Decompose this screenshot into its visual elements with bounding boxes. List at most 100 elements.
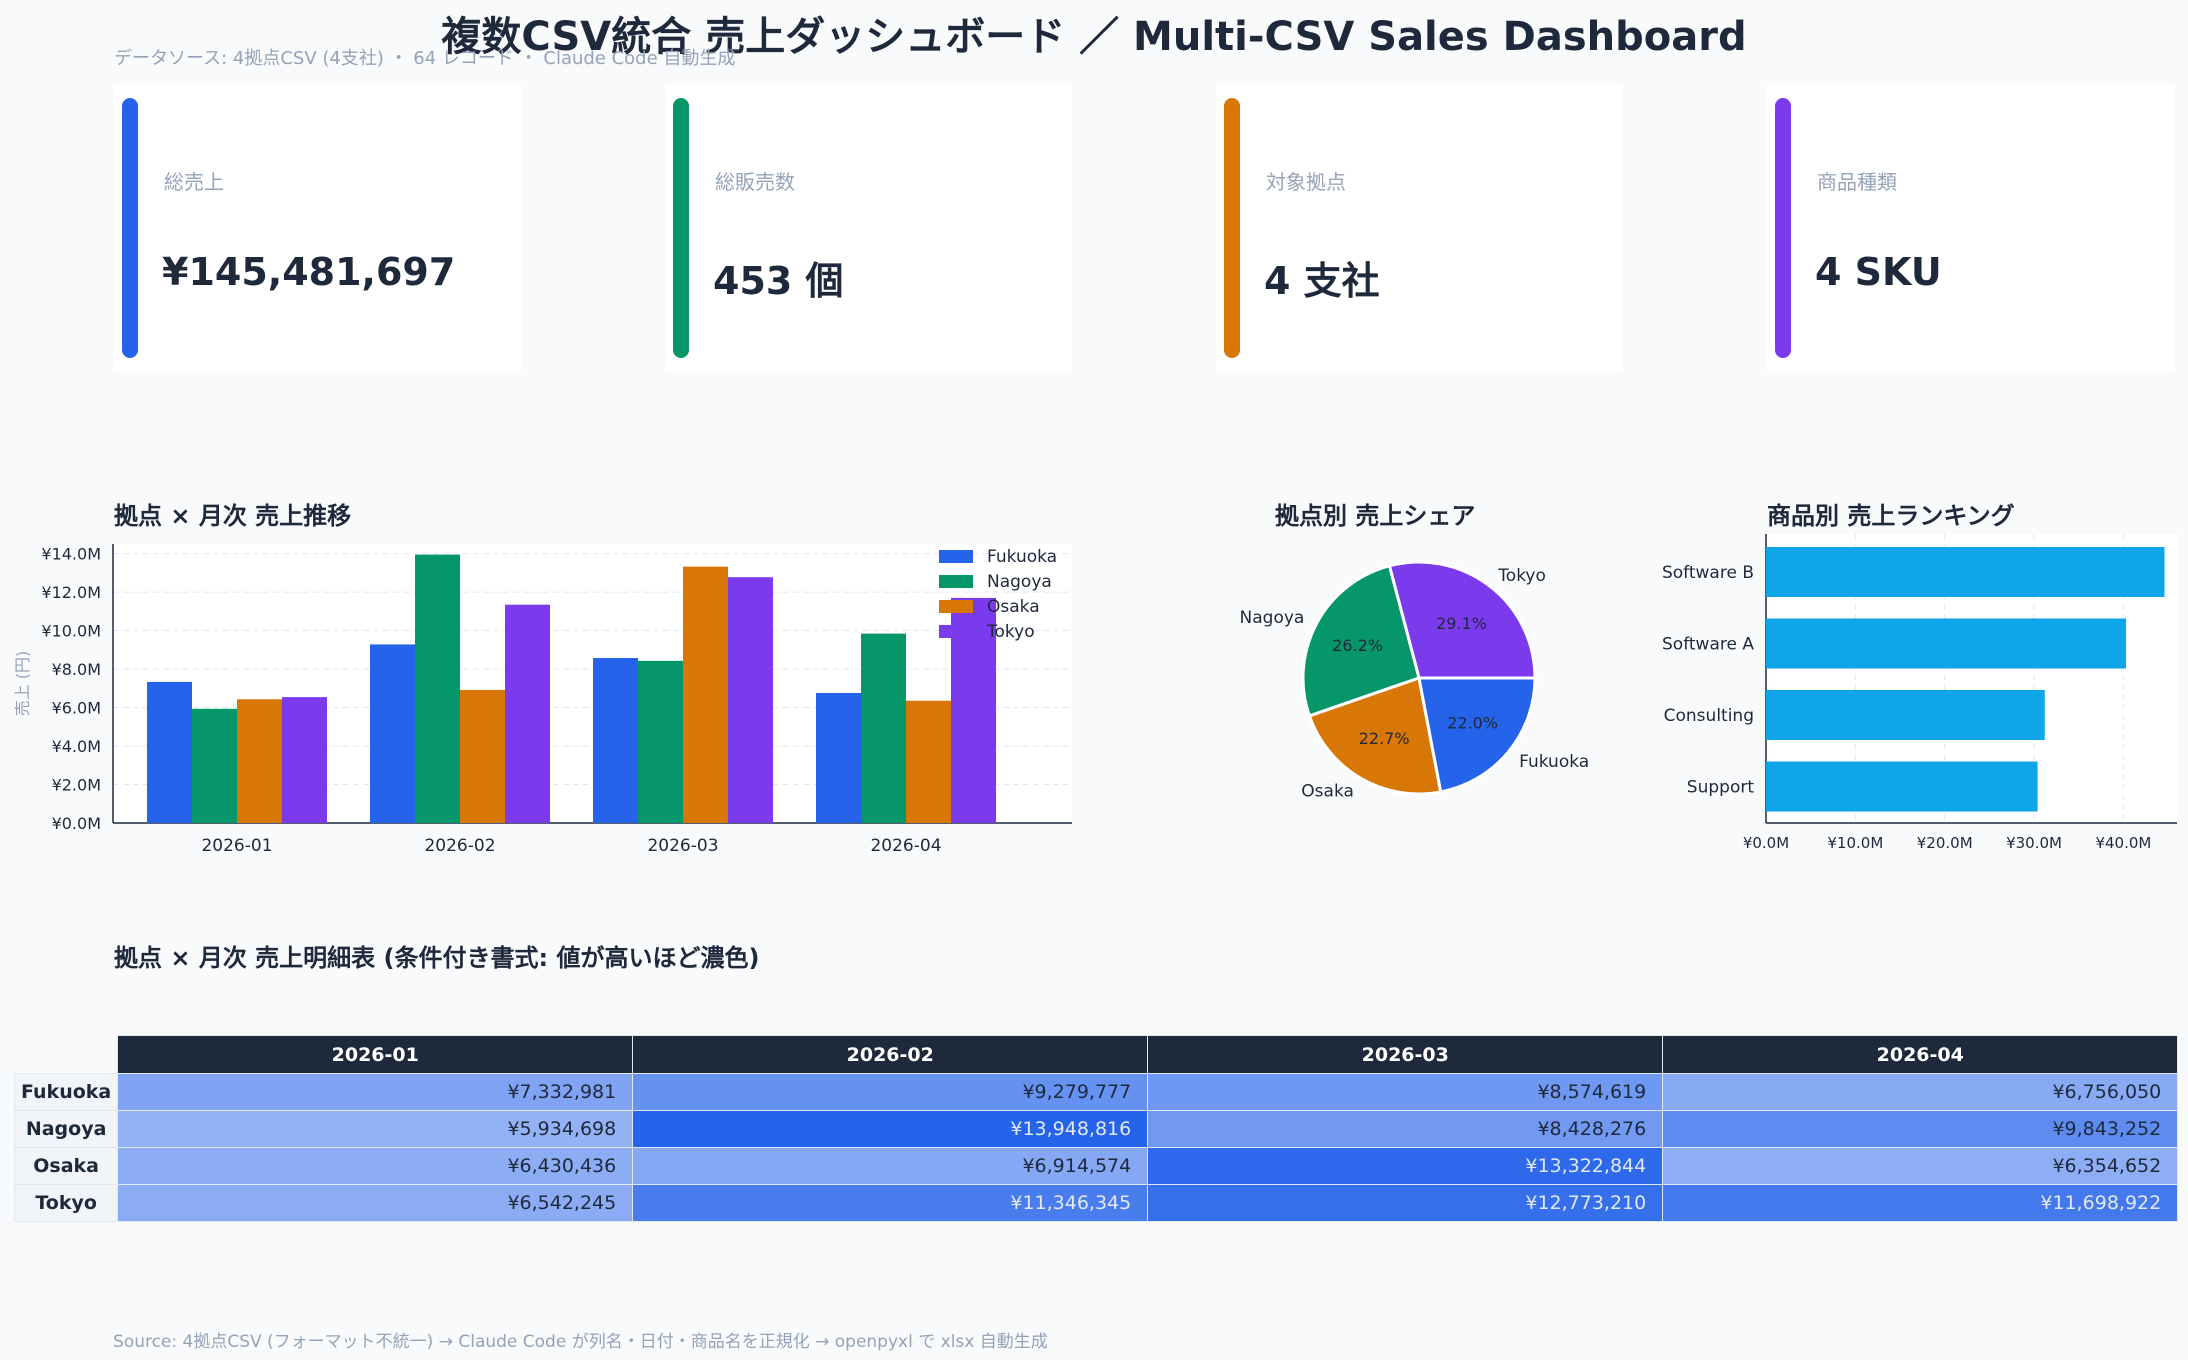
x-tick-label: 2026-02 xyxy=(424,836,495,856)
table-cell: ¥12,773,210 xyxy=(1147,1184,1664,1222)
table-row-label: Osaka xyxy=(13,1147,119,1185)
kpi-label: 商品種類 xyxy=(1817,170,1897,194)
kpi-label: 総売上 xyxy=(164,170,224,194)
page-subtitle: データソース: 4拠点CSV (4支社) ・ 64 レコード ・ Claude … xyxy=(114,48,736,69)
y-tick-label: ¥14.0M xyxy=(41,545,101,564)
pie-slice-label: Nagoya xyxy=(1240,608,1305,628)
source-footnote: Source: 4拠点CSV (フォーマット不統一) → Claude Code… xyxy=(113,1332,1048,1352)
bar-tokyo-2026-01 xyxy=(282,697,327,823)
table-cell: ¥9,843,252 xyxy=(1662,1110,2179,1148)
bar-nagoya-2026-01 xyxy=(192,708,237,823)
kpi-value: 4 SKU xyxy=(1815,250,1942,294)
legend-label: Tokyo xyxy=(986,622,1035,642)
legend-swatch-osaka xyxy=(939,600,973,613)
bar-osaka-2026-03 xyxy=(683,566,728,823)
product-ranking-bar-chart: ¥0.0M ¥10.0M ¥20.0M ¥30.0M ¥40.0M Software B S… xyxy=(1662,534,2177,852)
table-column-header: 2026-01 xyxy=(117,1035,634,1074)
kpi-label: 総販売数 xyxy=(715,170,795,194)
bar-tokyo-2026-03 xyxy=(728,577,773,823)
table-row: Osaka ¥6,430,436 ¥6,914,574 ¥13,322,844 ¥6,3… xyxy=(13,1147,2179,1185)
table-cell: ¥6,542,245 xyxy=(117,1184,634,1222)
table-cell: ¥5,934,698 xyxy=(117,1110,634,1148)
bar-fukuoka-2026-02 xyxy=(370,644,415,823)
kpi-value: 4 支社 xyxy=(1264,259,1380,303)
kpi-accent-bar xyxy=(1775,98,1791,358)
x-tick-label: 2026-04 xyxy=(870,836,941,856)
bar-fukuoka-2026-04 xyxy=(816,693,861,823)
bar-fukuoka-2026-03 xyxy=(593,658,638,823)
table-cell: ¥6,430,436 xyxy=(117,1147,634,1185)
x-tick-label: ¥0.0M xyxy=(1743,834,1789,852)
bar-osaka-2026-01 xyxy=(237,699,282,823)
kpi-value: ¥145,481,697 xyxy=(162,250,456,294)
kpi-card-branches: 対象拠点 4 支社 xyxy=(1216,84,1623,372)
bar-osaka-2026-02 xyxy=(460,689,505,823)
pie-pct-label: 22.0% xyxy=(1447,713,1498,732)
table-cell: ¥6,756,050 xyxy=(1662,1073,2179,1111)
page-title: 複数CSV統合 売上ダッシュボード ／ Multi-CSV Sales Dash… xyxy=(441,14,1747,60)
legend-swatch-fukuoka xyxy=(939,550,973,563)
table-row: Nagoya ¥5,934,698 ¥13,948,816 ¥8,428,276 ¥9,… xyxy=(13,1110,2179,1148)
kpi-accent-bar xyxy=(673,98,689,358)
pie-slice-fukuoka xyxy=(1417,676,1537,794)
pie-pct-label: 22.7% xyxy=(1359,729,1410,748)
pie-slice-label: Fukuoka xyxy=(1519,752,1589,772)
table-corner-cell xyxy=(15,1036,118,1074)
branch-share-pie-chart: 29.1% Tokyo 26.2% Nagoya 22.7% Osaka 22.0% Fuku… xyxy=(1240,560,1589,801)
table-cell: ¥9,279,777 xyxy=(632,1073,1149,1111)
kpi-accent-bar xyxy=(1224,98,1240,358)
table-cell: ¥6,354,652 xyxy=(1662,1147,2179,1185)
table-column-header: 2026-02 xyxy=(632,1035,1149,1074)
table-cell: ¥6,914,574 xyxy=(632,1147,1149,1185)
x-tick-label: 2026-03 xyxy=(647,836,718,856)
table-cell: ¥8,428,276 xyxy=(1147,1110,1664,1148)
y-axis-label: 売上 (円) xyxy=(13,651,32,717)
y-tick-label: ¥8.0M xyxy=(52,660,101,679)
table-row-label: Fukuoka xyxy=(13,1073,119,1111)
bar-osaka-2026-04 xyxy=(906,700,951,823)
kpi-card-total-sales: 総売上 ¥145,481,697 xyxy=(114,84,521,372)
kpi-card-products: 商品種類 4 SKU xyxy=(1767,84,2174,372)
y-tick-label: ¥12.0M xyxy=(41,583,101,602)
pie-pct-label: 26.2% xyxy=(1332,636,1383,655)
bar-nagoya-2026-04 xyxy=(861,633,906,823)
table-column-header: 2026-03 xyxy=(1147,1035,1664,1074)
bar-tokyo-2026-02 xyxy=(505,604,550,823)
table-row-label: Nagoya xyxy=(13,1110,119,1148)
pie-slice-label: Tokyo xyxy=(1497,566,1546,586)
y-tick-label: ¥6.0M xyxy=(52,699,101,718)
x-tick-label: ¥10.0M xyxy=(1827,834,1883,852)
pie-slice-osaka xyxy=(1307,676,1443,796)
pie-slice-tokyo xyxy=(1387,560,1537,680)
y-tick-label: Support xyxy=(1687,778,1755,798)
x-tick-label: ¥40.0M xyxy=(2095,834,2151,852)
legend-label: Nagoya xyxy=(987,572,1052,592)
table-header-row: 2026-01 2026-02 2026-03 2026-04 xyxy=(15,1035,2179,1074)
table-cell: ¥13,948,816 xyxy=(632,1110,1149,1148)
bar-fukuoka-2026-01 xyxy=(147,681,192,823)
table-row: Fukuoka ¥7,332,981 ¥9,279,777 ¥8,574,619 ¥6,… xyxy=(13,1073,2179,1111)
pie-pct-label: 29.1% xyxy=(1436,614,1487,633)
bar-nagoya-2026-02 xyxy=(415,554,460,823)
y-tick-label: Consulting xyxy=(1664,706,1754,726)
y-tick-label: ¥10.0M xyxy=(41,622,101,641)
pie-slice-label: Osaka xyxy=(1301,781,1354,801)
kpi-value: 453 個 xyxy=(713,259,844,303)
monthly-chart-title: 拠点 × 月次 売上推移 xyxy=(114,502,352,530)
kpi-card-total-units: 総販売数 453 個 xyxy=(665,84,1072,372)
table-row: Tokyo ¥6,542,245 ¥11,346,345 ¥12,773,210 ¥11… xyxy=(13,1184,2179,1222)
legend-swatch-nagoya xyxy=(939,575,973,588)
y-tick-label: ¥4.0M xyxy=(52,737,101,756)
monthly-sales-bar-chart: ¥0.0M ¥2.0M ¥4.0M ¥6.0M ¥8.0M ¥10.0M ¥12.0M ¥14… xyxy=(13,544,1072,856)
legend-label: Osaka xyxy=(987,597,1040,617)
legend-swatch-tokyo xyxy=(939,625,973,638)
y-tick-label: Software B xyxy=(1662,563,1754,583)
y-tick-label: ¥2.0M xyxy=(52,776,101,795)
y-tick-label: Software A xyxy=(1662,635,1754,655)
table-cell: ¥8,574,619 xyxy=(1147,1073,1664,1111)
bar-software-b xyxy=(1766,547,2165,597)
bar-consulting xyxy=(1766,690,2045,740)
legend-label: Fukuoka xyxy=(987,547,1057,567)
table-cell: ¥11,346,345 xyxy=(632,1184,1149,1222)
table-cell: ¥7,332,981 xyxy=(117,1073,634,1111)
